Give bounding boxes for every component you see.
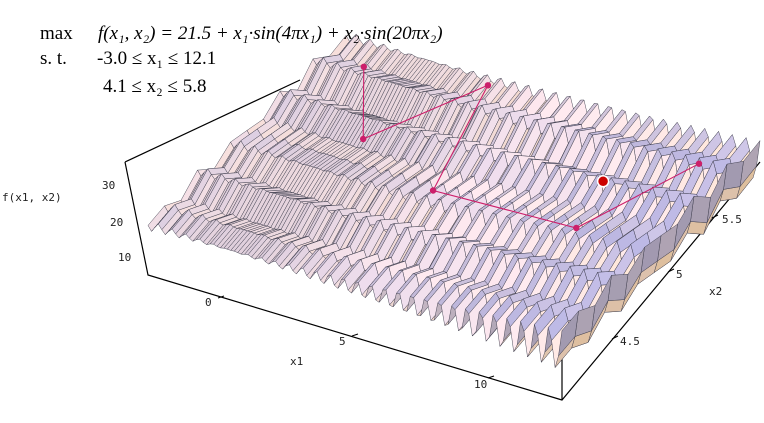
x1-tick: 10 (474, 378, 487, 391)
z-axis-label: f(x1, x2) (2, 191, 62, 204)
x1-axis-text: 0 5 10 x1 (205, 296, 487, 391)
search-point (360, 135, 367, 143)
search-point (484, 82, 492, 89)
x1-axis (217, 295, 495, 379)
z-tick: 20 (110, 216, 123, 229)
x1-tick: 0 (205, 296, 212, 309)
z-tick: 10 (118, 251, 131, 264)
search-point (429, 187, 437, 194)
search-point (573, 224, 580, 232)
search-point (360, 63, 367, 70)
x1-axis-label: x1 (290, 355, 303, 368)
objective-function: f(x₁, x₂) = 21.5 + x₁·sin(4πx₁) + x₂·sin… (98, 23, 443, 44)
x2-axis (611, 214, 719, 340)
z-tick: 30 (102, 179, 115, 192)
x2-tick: 5.5 (722, 213, 742, 226)
x2-axis-label: x2 (709, 285, 722, 298)
x2-tick: 4.5 (620, 335, 640, 348)
search-point (695, 160, 703, 167)
search-path-line (362, 66, 700, 229)
x2-tick: 5 (676, 268, 683, 281)
x1-tick: 5 (339, 335, 346, 348)
best-point-marker (596, 175, 610, 188)
constraint-x1: -3.0 ≤ x₁ ≤ 12.1 (97, 48, 216, 69)
problem-statement: max f(x₁, x₂) = 21.5 + x₁·sin(4πx₁) + x₂… (40, 23, 443, 97)
constraint-x2: 4.1 ≤ x₂ ≤ 5.8 (103, 76, 206, 97)
max-keyword: max (40, 23, 73, 44)
surface-facet (558, 310, 579, 357)
x2-axis-text: 5.5 5 4.5 x2 (620, 213, 742, 348)
search-path (360, 63, 703, 232)
z-axis: 30 20 10 f(x1, x2) (2, 179, 131, 264)
subject-to-keyword: s. t. (40, 48, 67, 69)
function-surface (147, 33, 761, 368)
